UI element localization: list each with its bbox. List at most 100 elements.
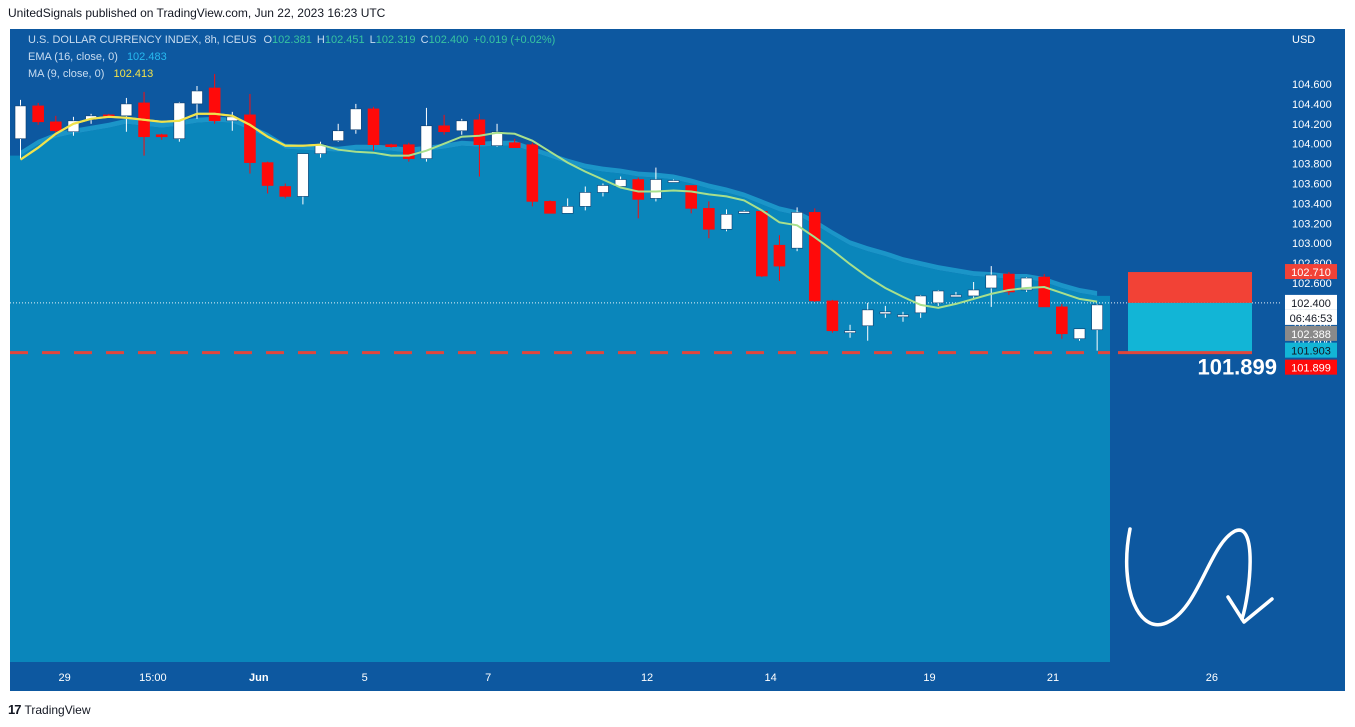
stop-tag-box xyxy=(1285,264,1337,280)
ma-value-tag: 102.388 xyxy=(1291,329,1331,341)
ema-band-area xyxy=(10,121,1110,663)
candle-body xyxy=(703,208,715,230)
open-label: O xyxy=(263,34,273,46)
candle-body xyxy=(367,108,380,145)
ma-value: 102.413 xyxy=(113,68,154,80)
candle-body xyxy=(491,131,503,146)
brand-text: TradingView xyxy=(24,702,91,717)
candle xyxy=(526,142,539,207)
take-profit-zone xyxy=(1128,302,1252,353)
candle xyxy=(544,200,556,214)
ema-line xyxy=(19,112,321,161)
candle xyxy=(1056,303,1068,339)
candle xyxy=(244,93,256,174)
y-tick-label: 104.200 xyxy=(1292,119,1332,131)
ema-value: 102.483 xyxy=(126,51,167,63)
candle xyxy=(208,74,221,124)
candle xyxy=(720,209,733,232)
candle-body xyxy=(438,125,450,133)
ma-value-tag-box xyxy=(1285,325,1337,341)
candle xyxy=(1003,272,1015,295)
candle xyxy=(385,143,397,148)
candle-body xyxy=(808,212,821,302)
candle xyxy=(350,103,362,134)
candle xyxy=(1020,277,1033,292)
target-tag-box xyxy=(1285,359,1337,375)
y-tick-label: 103.200 xyxy=(1292,218,1332,230)
x-tick-label: 19 xyxy=(923,672,935,684)
axis-currency: USD xyxy=(1292,34,1315,46)
candle-body xyxy=(561,206,574,214)
published-caption: UnitedSignals published on TradingView.c… xyxy=(8,6,386,20)
candle xyxy=(32,102,44,125)
candle xyxy=(561,198,574,214)
candle xyxy=(650,167,662,202)
target-big-label: 101.899 xyxy=(1197,355,1277,380)
candle xyxy=(773,235,786,282)
candle xyxy=(667,179,680,183)
candle-body xyxy=(120,103,133,117)
candle-body xyxy=(332,130,345,142)
x-tick-label: 26 xyxy=(1206,672,1218,684)
candlestick-chart[interactable]: USD 104.600 104.400 104.200 104.000 103.800 10… xyxy=(10,29,1345,691)
candle-body xyxy=(826,300,839,332)
candle-body xyxy=(720,214,733,230)
tradingview-brand[interactable]: 17 TradingView xyxy=(8,702,91,717)
x-tick-label: 21 xyxy=(1047,672,1059,684)
candle xyxy=(367,106,380,151)
candle-body xyxy=(861,309,874,327)
stop-tag: 102.710 xyxy=(1291,267,1331,279)
candle xyxy=(297,153,309,205)
candle-body xyxy=(244,114,256,163)
candle xyxy=(755,209,768,278)
candle xyxy=(579,186,592,211)
candle-body xyxy=(932,290,945,304)
candle-body xyxy=(632,179,645,200)
candle-body xyxy=(14,105,27,140)
candle-body xyxy=(685,185,698,209)
change-value: +0.019 (+0.02%) xyxy=(473,34,556,46)
candle-body xyxy=(455,120,468,132)
ema-label: EMA (16, close, 0) xyxy=(28,51,118,63)
take-profit-tag: 101.903 xyxy=(1291,346,1331,358)
candle-body xyxy=(32,105,44,123)
candle xyxy=(420,107,433,162)
candle-body xyxy=(297,153,309,197)
last-price-tag-box xyxy=(1285,294,1337,310)
candle xyxy=(1073,328,1086,341)
candle xyxy=(1038,274,1050,308)
candle xyxy=(685,185,698,214)
chart-panel[interactable]: USD 104.600 104.400 104.200 104.000 103.800 10… xyxy=(10,29,1345,691)
target-tag: 101.899 xyxy=(1291,363,1331,375)
candle xyxy=(402,142,415,162)
candle xyxy=(808,208,821,302)
candle xyxy=(261,161,274,194)
projection-curve xyxy=(1125,527,1252,627)
candle xyxy=(738,210,750,214)
y-tick-label: 104.400 xyxy=(1292,99,1332,111)
candle xyxy=(455,118,468,135)
low-label: L xyxy=(369,34,376,46)
candle-body xyxy=(49,121,62,132)
candle-body xyxy=(597,185,609,193)
candle-body xyxy=(1056,306,1068,335)
candle-body xyxy=(508,142,521,148)
arrow-down-icon xyxy=(1226,595,1274,624)
candle-body xyxy=(402,144,415,159)
y-tick-label: 104.600 xyxy=(1292,79,1332,91)
candle-body xyxy=(350,108,362,131)
candle-body xyxy=(420,125,433,159)
x-tick-label: 29 xyxy=(59,672,71,684)
x-tick-label: Jun xyxy=(249,672,269,684)
candle xyxy=(844,324,856,338)
y-tick-label: 103.400 xyxy=(1292,198,1332,210)
y-tick-label: 103.000 xyxy=(1292,238,1332,250)
candle-body xyxy=(791,212,803,249)
candle xyxy=(826,299,839,333)
candle xyxy=(279,183,292,199)
candle-body xyxy=(950,294,962,298)
candle xyxy=(703,201,715,239)
ema-legend: EMA (16, close, 0) 102.483 xyxy=(28,51,167,63)
x-tick-label: 12 xyxy=(641,672,653,684)
close-label: C xyxy=(420,34,429,46)
